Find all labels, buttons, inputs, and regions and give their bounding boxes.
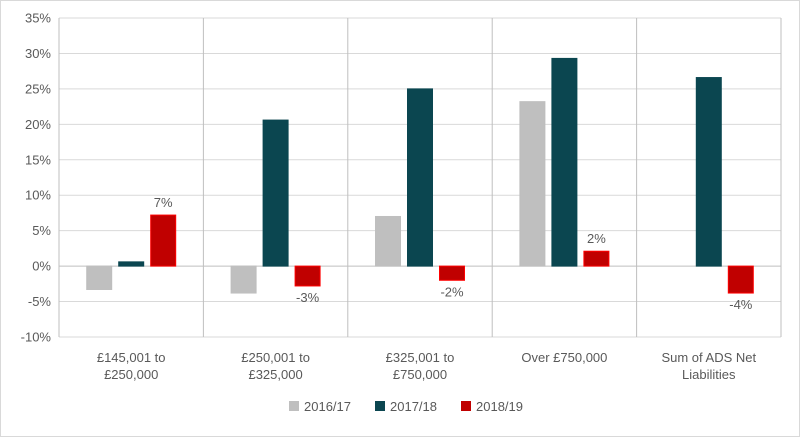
y-tick-label: -5% [28,294,52,309]
bar-2017-18-cat4 [695,77,722,267]
bar-2018-19-cat1 [294,265,321,287]
legend-label: 2017/18 [390,399,437,414]
legend-swatch-2018-19 [461,401,471,411]
y-tick-label: 15% [25,152,51,167]
category-label: Liabilities [682,367,736,382]
category-label: £250,001 to [241,350,310,365]
legend-label: 2016/17 [304,399,351,414]
y-tick-label: 0% [32,259,51,274]
category-label: £325,000 [248,367,302,382]
category-label: Over £750,000 [521,350,607,365]
legend-swatch-2017-18 [375,401,385,411]
data-label: -2% [440,284,464,299]
bar-2017-18-cat2 [407,88,433,267]
bar-2016-17-cat1 [230,265,257,294]
category-label: £325,001 to [386,350,455,365]
bar-2018-19-cat2 [439,265,465,281]
y-tick-label: 25% [25,81,51,96]
bar-2017-18-cat1 [262,119,289,267]
y-tick-label: 35% [25,11,51,26]
y-tick-label: -10% [21,330,52,345]
data-label: -3% [296,290,320,305]
category-label: £145,001 to [97,350,166,365]
bar-2018-19-cat3 [583,250,610,267]
bar-2018-19-cat0 [150,214,177,267]
y-tick-label: 10% [25,188,51,203]
bar-2016-17-cat3 [519,101,546,267]
y-tick-label: 5% [32,223,51,238]
bar-2018-19-cat4 [727,265,754,294]
bar-2016-17-cat2 [375,215,401,267]
category-label: Sum of ADS Net [661,350,756,365]
legend-swatch-2016-17 [289,401,299,411]
y-tick-label: 20% [25,117,51,132]
data-label: -4% [729,297,753,312]
bar-2016-17-cat0 [86,265,113,291]
bar-2017-18-cat0 [118,261,145,267]
y-tick-label: 30% [25,46,51,61]
legend-label: 2018/19 [476,399,523,414]
category-label: £750,000 [393,367,447,382]
data-label: 2% [587,231,606,246]
category-label: £250,000 [104,367,158,382]
bar-2017-18-cat3 [551,57,578,267]
data-label: 7% [154,195,173,210]
